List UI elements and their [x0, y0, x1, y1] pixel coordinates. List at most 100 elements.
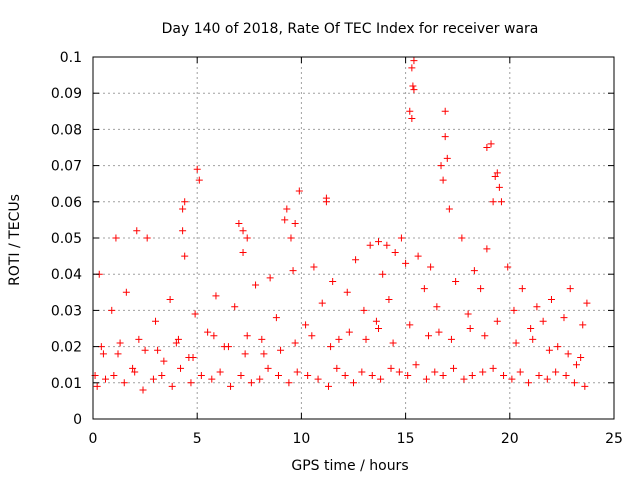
data-point — [385, 296, 393, 304]
data-point — [510, 306, 518, 314]
data-point — [329, 277, 337, 285]
data-point — [108, 306, 116, 314]
y-tick-label: 0.01 — [51, 376, 82, 392]
data-point — [310, 263, 318, 271]
data-point — [547, 296, 555, 304]
data-point — [491, 172, 499, 180]
data-point — [181, 252, 189, 260]
data-point — [277, 346, 285, 354]
data-point — [224, 343, 232, 351]
data-point — [379, 270, 387, 278]
data-point — [187, 379, 195, 387]
data-point — [302, 321, 310, 329]
data-point — [410, 86, 418, 94]
data-point — [129, 364, 137, 372]
data-point — [433, 303, 441, 311]
x-tick-label: 10 — [292, 431, 310, 447]
data-point — [139, 386, 147, 394]
data-point — [504, 263, 512, 271]
data-point — [483, 245, 491, 253]
data-point — [227, 382, 235, 390]
data-point — [149, 375, 157, 383]
data-point — [489, 364, 497, 372]
data-point — [212, 292, 220, 300]
data-point — [231, 303, 239, 311]
data-point — [291, 220, 299, 228]
data-point — [447, 335, 455, 343]
data-point — [172, 339, 180, 347]
data-point — [174, 335, 182, 343]
data-point — [243, 234, 251, 242]
data-point — [210, 332, 218, 340]
data-point — [208, 375, 216, 383]
data-point — [493, 169, 501, 177]
data-point — [362, 335, 370, 343]
data-point — [422, 375, 430, 383]
data-point — [189, 353, 197, 361]
data-point — [395, 368, 403, 376]
y-tick-label: 0.06 — [51, 195, 82, 211]
data-point — [293, 368, 301, 376]
data-point — [468, 372, 476, 380]
chart-title: Day 140 of 2018, Rate Of TEC Index for r… — [162, 21, 539, 37]
data-point — [314, 375, 322, 383]
y-tick-label: 0.07 — [51, 159, 82, 175]
data-point — [341, 372, 349, 380]
data-point — [406, 107, 414, 115]
x-axis-ticks: 0 5 10 15 20 25 — [89, 57, 623, 447]
data-point — [410, 57, 418, 65]
data-point — [122, 288, 130, 296]
data-point — [518, 285, 526, 293]
data-point — [383, 241, 391, 249]
data-point — [460, 375, 468, 383]
data-point — [437, 162, 445, 170]
data-point — [431, 368, 439, 376]
data-point — [177, 364, 185, 372]
data-point — [152, 317, 160, 325]
data-point — [409, 82, 417, 90]
data-point — [193, 165, 201, 173]
data-point — [483, 144, 491, 151]
data-point — [527, 325, 535, 332]
data-points — [91, 57, 591, 394]
data-point — [283, 205, 291, 213]
data-point — [133, 227, 141, 235]
data-point — [439, 176, 447, 184]
data-point — [579, 321, 587, 329]
data-point — [583, 299, 591, 307]
data-point — [131, 368, 139, 376]
y-tick-label: 0.02 — [51, 340, 82, 356]
data-point — [452, 277, 460, 285]
data-point — [554, 343, 562, 351]
y-tick-label: 0 — [73, 412, 82, 428]
data-point — [470, 267, 478, 275]
data-point — [572, 361, 580, 369]
data-point — [93, 382, 101, 390]
data-point — [408, 64, 416, 72]
data-point — [116, 339, 124, 347]
data-point — [427, 263, 435, 271]
data-point — [235, 220, 243, 228]
data-point — [497, 198, 505, 206]
data-point — [318, 299, 326, 307]
data-point — [179, 205, 187, 213]
data-point — [204, 328, 212, 336]
data-point — [308, 332, 316, 340]
data-point — [160, 357, 168, 365]
data-point — [577, 353, 585, 361]
data-point — [237, 372, 245, 380]
data-point — [252, 281, 260, 289]
data-point — [366, 241, 374, 249]
data-point — [197, 372, 205, 380]
y-tick-label: 0.03 — [51, 303, 82, 319]
data-point — [525, 379, 533, 387]
data-point — [566, 285, 574, 293]
data-point — [402, 259, 410, 267]
data-point — [110, 372, 118, 380]
data-point — [408, 115, 416, 123]
data-point — [545, 346, 553, 354]
data-point — [256, 375, 264, 383]
data-point — [97, 343, 105, 351]
data-point — [479, 368, 487, 376]
